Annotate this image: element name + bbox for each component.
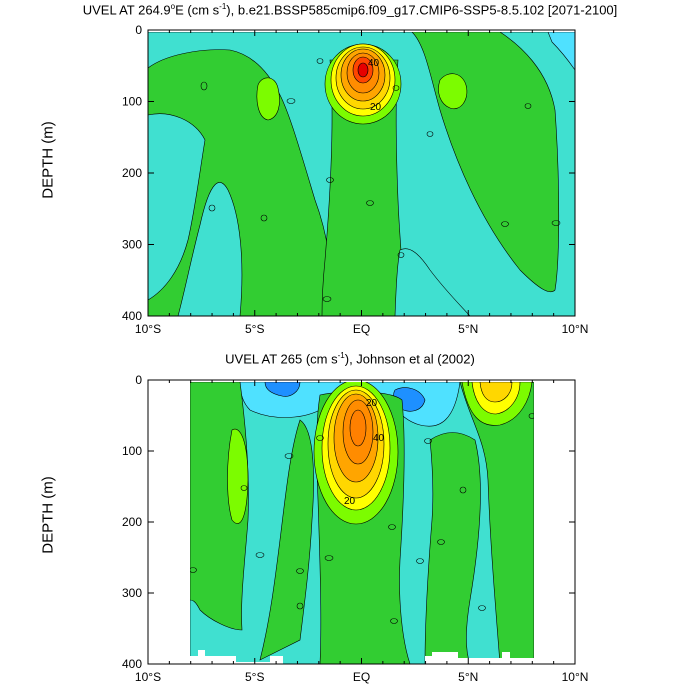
bottom-west-light: [227, 428, 249, 524]
bottom-zero-marker: [296, 568, 304, 574]
bottom-zero-marker: [459, 486, 467, 494]
bottom-zero-marker: [416, 558, 424, 564]
bottom-chart-title: UVEL AT 265 (cm s-1), Johnson et al (200…: [0, 351, 700, 366]
bottom-zero-marker: [388, 524, 396, 530]
bottom-contour-label-20b: 20: [344, 496, 356, 507]
top-zero-marker: [524, 103, 532, 109]
bottom-mask-bottom-edge: [190, 650, 534, 664]
top-west-light-region: [256, 77, 280, 121]
bottom-east-orange-core: [479, 382, 513, 403]
top-title-main: UVEL AT 264.9: [82, 2, 171, 18]
top-title-exp: -1: [219, 2, 227, 11]
bottom-zero-marker: [437, 539, 445, 545]
top-contour-field: [148, 32, 575, 316]
bottom-x-tick-label: 10°S: [135, 670, 161, 684]
bottom-y-tick-label: 300: [122, 586, 142, 600]
top-contour-labels: 40 20: [368, 58, 382, 113]
top-x-tick-label: 10°N: [562, 322, 589, 336]
top-zero-marker: [397, 252, 405, 258]
bottom-y-tick-label: 100: [122, 444, 142, 458]
top-y-tick-label: 200: [122, 166, 142, 180]
bottom-title-exp: -1: [337, 351, 345, 360]
bottom-title-tail: ), Johnson et al (2002): [344, 351, 475, 367]
top-east-cyan-tongue: [394, 248, 471, 316]
top-west-cyan-tongue: [177, 182, 243, 316]
top-core-contour-6: [357, 62, 369, 78]
top-y-tick-label: 300: [122, 238, 142, 252]
top-zero-marker: [426, 131, 434, 137]
bottom-x-tick-label: 5°S: [245, 670, 264, 684]
top-zero-marker: [208, 204, 216, 212]
top-x-tick-label: 5°S: [245, 322, 264, 336]
bottom-contour-field: [190, 382, 534, 664]
bottom-x-tick-label: 5°N: [458, 670, 478, 684]
bottom-zero-marker: [390, 618, 398, 624]
top-zero-marker: [286, 98, 296, 104]
bottom-core-contour-5: [349, 409, 367, 447]
bottom-x-tick-label: EQ: [353, 670, 370, 684]
bottom-zero-markers: [190, 413, 534, 624]
bottom-zero-marker: [478, 605, 486, 611]
top-zero-marker: [200, 81, 208, 91]
bottom-zero-marker: [424, 438, 432, 444]
top-y-tick-label: 400: [122, 309, 142, 323]
top-zero-marker: [326, 177, 334, 183]
top-y-tick-label: 0: [135, 23, 142, 37]
top-zero-marker: [316, 58, 324, 64]
bottom-contour-label-40: 40: [373, 433, 385, 444]
top-title-deg: o: [170, 2, 176, 11]
top-east-light-region: [438, 73, 468, 110]
bottom-blue-eddy-left: [264, 382, 301, 397]
top-y-tick-label: 100: [122, 95, 142, 109]
bottom-zero-marker: [255, 552, 265, 558]
top-chart-title: UVEL AT 264.9oE (cm s-1), b.e21.BSSP585c…: [0, 2, 700, 17]
top-contour-label-20: 20: [370, 102, 382, 113]
bottom-zero-marker: [296, 602, 304, 610]
bottom-y-tick-label: 200: [122, 515, 142, 529]
top-x-tick-label: 10°S: [135, 322, 161, 336]
bottom-east-green: [424, 432, 481, 664]
top-zero-marker: [551, 220, 561, 226]
bottom-title-main: UVEL AT 265 (cm s: [225, 351, 338, 367]
top-equator-column: [321, 59, 406, 316]
bottom-zero-marker: [324, 555, 334, 561]
bottom-contour-label-20a: 20: [366, 398, 378, 409]
bottom-zero-marker: [240, 485, 248, 491]
bottom-central-green: [259, 419, 314, 661]
top-contour-label-40: 40: [368, 58, 380, 69]
top-x-tick-label: EQ: [353, 322, 370, 336]
bottom-zero-marker: [316, 435, 324, 441]
bottom-zero-marker: [528, 413, 534, 419]
top-zero-marker: [501, 221, 509, 227]
bottom-y-tick-label: 0: [135, 373, 142, 387]
bottom-far-east-green: [459, 382, 534, 664]
bottom-x-tick-label: 10°N: [562, 670, 589, 684]
top-zero-marker: [366, 200, 374, 206]
bottom-zero-marker: [284, 453, 294, 459]
top-title-tail: ), b.e21.BSSP585cmip6.f09_g17.CMIP6-SSP5…: [226, 2, 618, 18]
top-title-mid: E (cm s: [175, 2, 220, 18]
top-zero-markers: [200, 58, 561, 302]
bottom-contour-labels: 20 40 20: [344, 398, 385, 507]
bottom-y-tick-label: 400: [122, 657, 142, 671]
top-x-tick-label: 5°N: [458, 322, 478, 336]
bottom-zero-marker: [190, 567, 197, 573]
top-zero-marker: [392, 85, 400, 91]
top-zero-marker: [322, 296, 332, 302]
top-zero-marker: [260, 214, 268, 222]
